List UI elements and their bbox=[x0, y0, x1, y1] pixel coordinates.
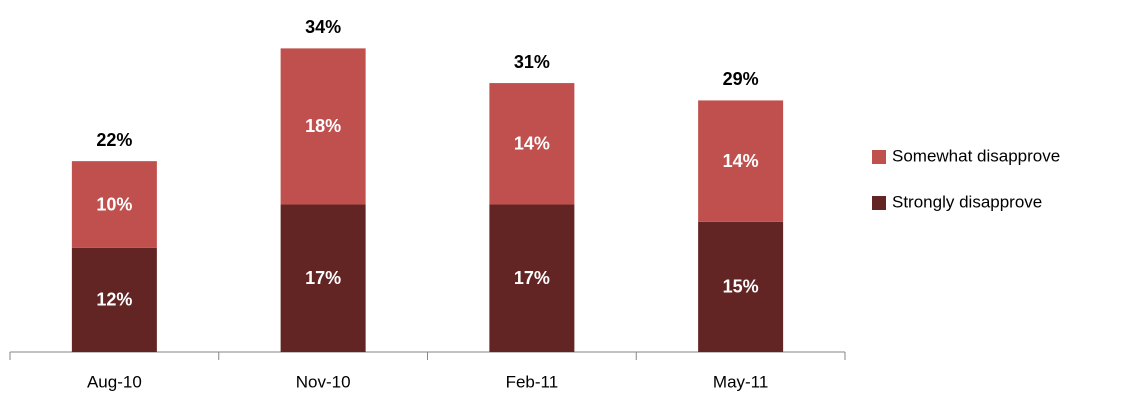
bar-segment bbox=[280, 48, 366, 205]
total-label: 22% bbox=[96, 130, 132, 150]
legend-swatch bbox=[872, 150, 886, 164]
bar-segment bbox=[698, 100, 784, 222]
total-label: 34% bbox=[305, 17, 341, 37]
bar-segment bbox=[489, 204, 575, 352]
segment-label: 14% bbox=[723, 151, 759, 171]
legend-label: Somewhat disapprove bbox=[892, 146, 1060, 165]
total-label: 31% bbox=[514, 52, 550, 72]
bar-segment bbox=[71, 247, 157, 352]
bar-segment bbox=[280, 204, 366, 352]
x-tick-label: Aug-10 bbox=[87, 372, 142, 391]
bar-segment bbox=[698, 221, 784, 352]
segment-label: 17% bbox=[514, 268, 550, 288]
total-label: 29% bbox=[723, 69, 759, 89]
legend-swatch bbox=[872, 196, 886, 210]
x-tick-label: Feb-11 bbox=[506, 372, 559, 391]
segment-label: 15% bbox=[723, 277, 759, 297]
x-tick-label: May-11 bbox=[713, 372, 768, 391]
segment-label: 18% bbox=[305, 116, 341, 136]
segment-label: 10% bbox=[96, 194, 132, 214]
segment-label: 14% bbox=[514, 134, 550, 154]
segment-label: 12% bbox=[96, 290, 132, 310]
segment-label: 17% bbox=[305, 268, 341, 288]
bar-segment bbox=[71, 161, 157, 248]
bar-segment bbox=[489, 83, 575, 205]
x-tick-label: Nov-10 bbox=[296, 372, 351, 391]
legend-label: Strongly disapprove bbox=[892, 192, 1042, 211]
